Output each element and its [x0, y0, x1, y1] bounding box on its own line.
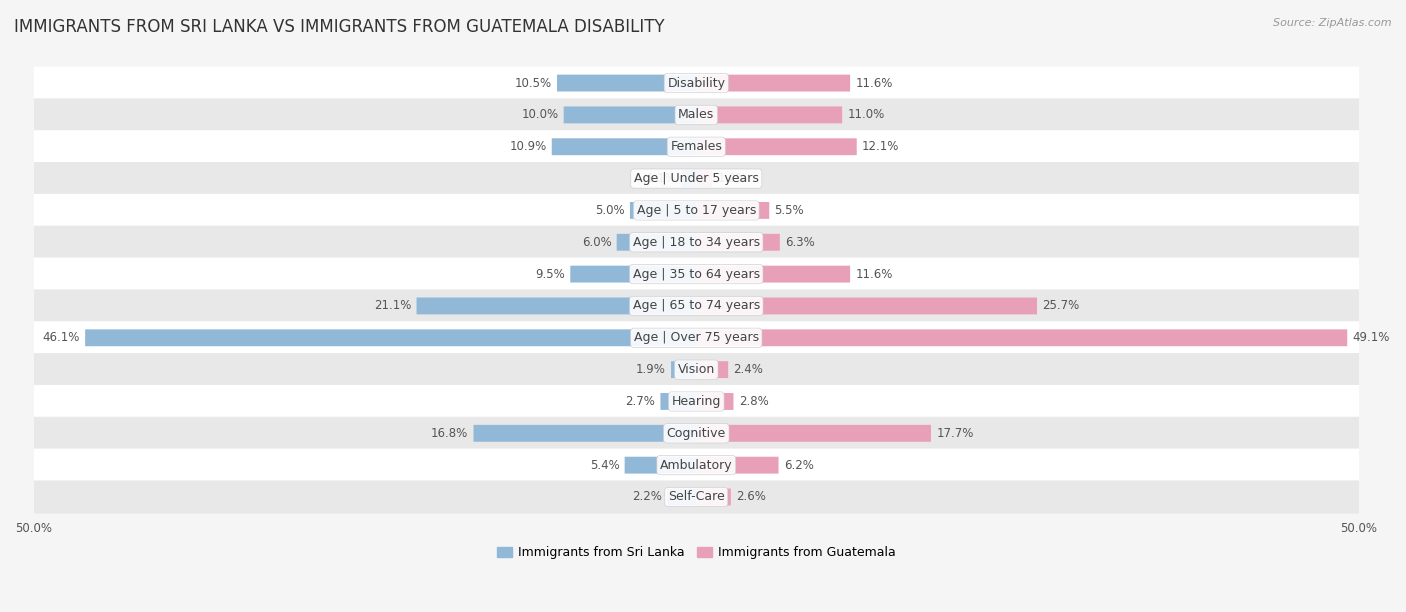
Text: Age | Under 5 years: Age | Under 5 years	[634, 172, 759, 185]
FancyBboxPatch shape	[34, 480, 1360, 513]
Text: 10.0%: 10.0%	[522, 108, 558, 121]
Text: 49.1%: 49.1%	[1353, 331, 1389, 345]
Text: 2.4%: 2.4%	[734, 363, 763, 376]
FancyBboxPatch shape	[624, 457, 696, 474]
Text: 11.6%: 11.6%	[855, 267, 893, 281]
FancyBboxPatch shape	[696, 75, 851, 92]
FancyBboxPatch shape	[86, 329, 696, 346]
Text: 21.1%: 21.1%	[374, 299, 412, 313]
Text: 25.7%: 25.7%	[1042, 299, 1080, 313]
FancyBboxPatch shape	[34, 67, 1360, 100]
Text: Age | 65 to 74 years: Age | 65 to 74 years	[633, 299, 759, 313]
Text: Age | 18 to 34 years: Age | 18 to 34 years	[633, 236, 759, 248]
Text: Hearing: Hearing	[672, 395, 721, 408]
Text: 5.5%: 5.5%	[775, 204, 804, 217]
FancyBboxPatch shape	[696, 393, 734, 410]
Text: Age | Over 75 years: Age | Over 75 years	[634, 331, 759, 345]
FancyBboxPatch shape	[34, 162, 1360, 195]
FancyBboxPatch shape	[34, 385, 1360, 418]
FancyBboxPatch shape	[416, 297, 696, 315]
Text: 5.4%: 5.4%	[589, 458, 620, 472]
FancyBboxPatch shape	[630, 202, 696, 219]
Text: 9.5%: 9.5%	[536, 267, 565, 281]
FancyBboxPatch shape	[34, 289, 1360, 323]
Text: 10.9%: 10.9%	[509, 140, 547, 153]
Text: 5.0%: 5.0%	[595, 204, 624, 217]
FancyBboxPatch shape	[696, 457, 779, 474]
Text: 2.6%: 2.6%	[737, 490, 766, 504]
FancyBboxPatch shape	[696, 425, 931, 442]
FancyBboxPatch shape	[696, 361, 728, 378]
Text: Vision: Vision	[678, 363, 714, 376]
Text: Cognitive: Cognitive	[666, 427, 725, 440]
Text: 6.2%: 6.2%	[783, 458, 814, 472]
Text: Age | 5 to 17 years: Age | 5 to 17 years	[637, 204, 756, 217]
Text: 16.8%: 16.8%	[432, 427, 468, 440]
Text: Self-Care: Self-Care	[668, 490, 724, 504]
Text: 11.0%: 11.0%	[848, 108, 884, 121]
Text: 10.5%: 10.5%	[515, 76, 551, 89]
Text: Females: Females	[671, 140, 723, 153]
Text: 6.0%: 6.0%	[582, 236, 612, 248]
Legend: Immigrants from Sri Lanka, Immigrants from Guatemala: Immigrants from Sri Lanka, Immigrants fr…	[492, 541, 901, 564]
FancyBboxPatch shape	[682, 170, 696, 187]
Text: 1.2%: 1.2%	[717, 172, 748, 185]
Text: Source: ZipAtlas.com: Source: ZipAtlas.com	[1274, 18, 1392, 28]
FancyBboxPatch shape	[557, 75, 696, 92]
FancyBboxPatch shape	[34, 417, 1360, 450]
FancyBboxPatch shape	[696, 488, 731, 506]
Text: 11.6%: 11.6%	[855, 76, 893, 89]
FancyBboxPatch shape	[551, 138, 696, 155]
FancyBboxPatch shape	[34, 130, 1360, 163]
FancyBboxPatch shape	[617, 234, 696, 251]
FancyBboxPatch shape	[34, 258, 1360, 291]
FancyBboxPatch shape	[34, 321, 1360, 354]
Text: Ambulatory: Ambulatory	[659, 458, 733, 472]
Text: 1.9%: 1.9%	[636, 363, 666, 376]
FancyBboxPatch shape	[666, 488, 696, 506]
FancyBboxPatch shape	[696, 234, 780, 251]
Text: Age | 35 to 64 years: Age | 35 to 64 years	[633, 267, 759, 281]
FancyBboxPatch shape	[671, 361, 696, 378]
FancyBboxPatch shape	[696, 202, 769, 219]
Text: 46.1%: 46.1%	[42, 331, 80, 345]
Text: 12.1%: 12.1%	[862, 140, 900, 153]
Text: Males: Males	[678, 108, 714, 121]
FancyBboxPatch shape	[34, 194, 1360, 227]
FancyBboxPatch shape	[696, 266, 851, 283]
Text: IMMIGRANTS FROM SRI LANKA VS IMMIGRANTS FROM GUATEMALA DISABILITY: IMMIGRANTS FROM SRI LANKA VS IMMIGRANTS …	[14, 18, 665, 36]
Text: 6.3%: 6.3%	[785, 236, 815, 248]
Text: 2.7%: 2.7%	[626, 395, 655, 408]
Text: 17.7%: 17.7%	[936, 427, 973, 440]
FancyBboxPatch shape	[696, 329, 1347, 346]
FancyBboxPatch shape	[474, 425, 696, 442]
Text: Disability: Disability	[668, 76, 725, 89]
FancyBboxPatch shape	[564, 106, 696, 124]
FancyBboxPatch shape	[34, 353, 1360, 386]
FancyBboxPatch shape	[571, 266, 696, 283]
FancyBboxPatch shape	[696, 106, 842, 124]
FancyBboxPatch shape	[34, 226, 1360, 259]
FancyBboxPatch shape	[696, 297, 1038, 315]
Text: 2.8%: 2.8%	[738, 395, 769, 408]
Text: 2.2%: 2.2%	[631, 490, 662, 504]
FancyBboxPatch shape	[696, 138, 856, 155]
FancyBboxPatch shape	[34, 99, 1360, 132]
Text: 1.1%: 1.1%	[647, 172, 676, 185]
FancyBboxPatch shape	[661, 393, 696, 410]
FancyBboxPatch shape	[34, 449, 1360, 482]
FancyBboxPatch shape	[696, 170, 713, 187]
